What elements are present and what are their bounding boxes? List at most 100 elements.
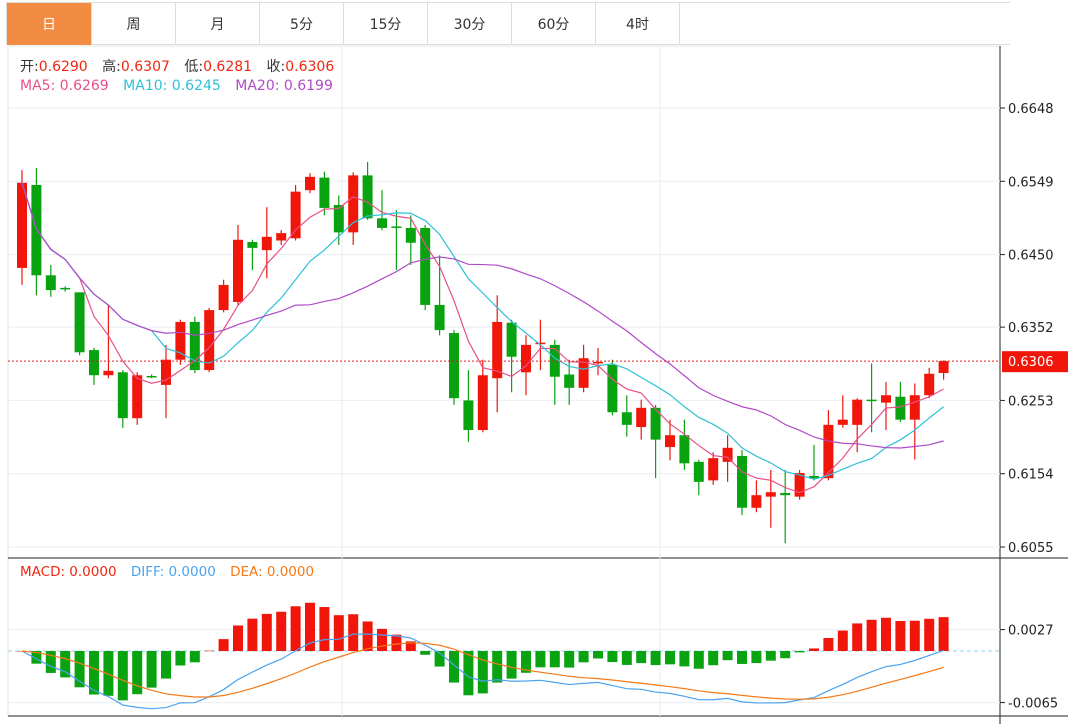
macd-bar: [89, 651, 99, 695]
macd-bar: [506, 651, 517, 679]
macd-bar: [636, 651, 647, 664]
tab-5[interactable]: 30分: [428, 3, 512, 45]
candle-body: [578, 358, 589, 388]
candle-body: [405, 227, 416, 243]
candle-body: [319, 177, 330, 208]
candle-body: [765, 492, 776, 497]
macd-tick-label: -0.0065: [1008, 697, 1058, 712]
candle-body: [895, 396, 906, 420]
candle-body: [679, 435, 690, 464]
macd-bar: [348, 614, 359, 651]
candle-body: [420, 227, 431, 305]
price-tick-label: 0.6352: [1008, 321, 1054, 336]
macd-bar: [405, 641, 416, 651]
candle-body: [665, 435, 675, 448]
open-value: 0.6290: [38, 59, 88, 75]
ma5-line: [21, 182, 944, 494]
candle-body: [924, 373, 935, 396]
macd-bar: [132, 651, 143, 695]
macd-bar: [665, 651, 675, 665]
macd-bar: [895, 620, 906, 651]
macd-bar: [621, 651, 632, 665]
macd-bar: [492, 651, 503, 683]
candle-body: [305, 176, 315, 191]
macd-bar: [434, 651, 445, 667]
candle-body: [146, 375, 157, 378]
candle-body: [621, 412, 632, 425]
macd-bar: [794, 651, 805, 653]
macd-bar: [463, 651, 474, 696]
macd-bar: [17, 651, 27, 652]
ma5-value: MA5: 0.6269: [20, 78, 109, 94]
macd-bar: [708, 651, 719, 666]
price-tick-label: 0.6648: [1008, 102, 1054, 117]
candle-body: [218, 284, 229, 311]
macd-bar: [276, 611, 287, 651]
candle-body: [477, 375, 488, 431]
candle-body: [650, 407, 661, 440]
tab-3[interactable]: 5分: [260, 3, 344, 45]
candle-body: [74, 292, 85, 353]
current-price-badge: [1002, 351, 1068, 373]
macd-bar: [261, 613, 272, 651]
macd-bar: [578, 651, 589, 663]
candle-body: [636, 407, 647, 428]
tab-1[interactable]: 周: [92, 3, 176, 45]
candle-body: [852, 399, 863, 425]
tab-0[interactable]: 日: [7, 3, 92, 45]
macd-bar: [117, 651, 128, 701]
candle-body: [276, 233, 287, 241]
macd-bar: [420, 651, 431, 655]
macd-bar: [103, 651, 114, 696]
macd-tick-label: 0.0027: [1008, 624, 1054, 639]
macd-bar: [549, 651, 560, 668]
tab-7[interactable]: 4时: [596, 3, 680, 45]
tab-4[interactable]: 15分: [344, 3, 428, 45]
tab-2[interactable]: 月: [176, 3, 260, 45]
candle-body: [333, 204, 344, 233]
candle-body: [837, 419, 848, 425]
tab-bar-spacer: [680, 3, 1010, 45]
macd-bar: [391, 634, 402, 651]
macd-bar: [679, 651, 690, 667]
macd-bar: [146, 651, 157, 688]
candle-body: [506, 322, 517, 357]
candle-body: [593, 361, 603, 364]
candle-body: [866, 399, 877, 402]
close-value: 0.6306: [285, 59, 335, 75]
macd-bar: [31, 651, 42, 664]
candle-body: [132, 375, 143, 419]
macd-bar: [362, 621, 373, 651]
tab-6[interactable]: 60分: [512, 3, 596, 45]
candle-body: [780, 492, 791, 496]
candle-body: [549, 344, 560, 377]
candle-body: [17, 182, 27, 268]
macd-bar: [477, 651, 488, 694]
macd-bar: [809, 648, 819, 651]
macd-bar: [60, 651, 71, 678]
high-value: 0.6307: [120, 59, 170, 75]
macd-bar: [218, 639, 229, 651]
macd-bar: [521, 651, 531, 673]
macd-bar: [290, 606, 301, 651]
macd-bar: [866, 619, 877, 651]
low-label: 低:: [184, 59, 204, 75]
high-label: 高:: [102, 59, 121, 75]
candle-body: [391, 226, 402, 228]
macd-bar: [837, 630, 848, 651]
candle-body: [161, 359, 171, 385]
candle-body: [362, 175, 373, 219]
macd-bar: [693, 651, 704, 669]
open-label: 开:: [20, 59, 39, 75]
ma-legend: MA5: 0.6269 MA10: 0.6245 MA20: 0.6199: [20, 78, 333, 94]
macd-bar: [305, 602, 315, 651]
current-price-label: 0.6306: [1008, 355, 1054, 370]
macd-bar: [204, 650, 215, 652]
candle-body: [449, 333, 459, 399]
candle-body: [794, 472, 805, 497]
macd-bar: [319, 607, 330, 651]
dea-line: [21, 642, 944, 700]
macd-bar: [737, 651, 747, 664]
macd-bar: [161, 651, 171, 679]
